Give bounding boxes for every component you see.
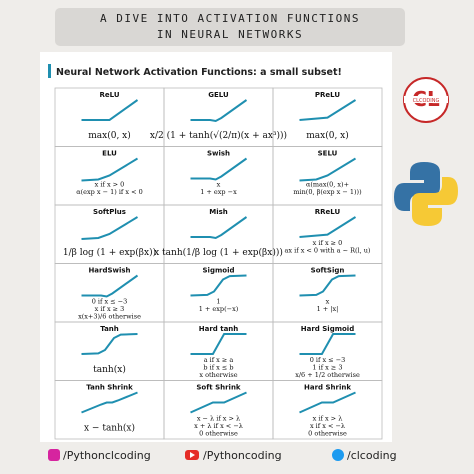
formula: tanh(x) xyxy=(93,364,126,375)
formula: x/2 (1 + tanh(√(2/π)(x + ax³))) xyxy=(150,130,287,141)
formula: max(0, x) xyxy=(306,130,349,141)
function-name: Tanh Shrink xyxy=(86,384,133,392)
title-banner xyxy=(55,8,405,46)
footer-icons xyxy=(48,449,344,461)
curve xyxy=(299,99,357,121)
formula: 0 if x ≤ −3 xyxy=(92,298,128,306)
formula: min(0, β(exp x − 1))) xyxy=(293,188,362,196)
formula: x/6 + 1/2 otherwise xyxy=(295,371,360,379)
formula: 1 + exp −x xyxy=(200,188,237,196)
curve xyxy=(81,391,138,414)
function-name: Soft Shrink xyxy=(196,384,241,392)
formula: b if x ≤ b xyxy=(203,364,233,372)
function-name: RReLU xyxy=(315,208,341,216)
function-name: Tanh xyxy=(100,325,119,333)
formula: x tanh(1/β log (1 + exp(βx))) xyxy=(154,247,283,258)
function-name: SELU xyxy=(318,150,338,158)
formula: α(max(0, x)+ xyxy=(306,181,349,189)
formula: 0 otherwise xyxy=(199,430,238,438)
accent xyxy=(48,64,51,78)
curve xyxy=(299,274,356,297)
formula: ax if x < 0 with a ~ R(l, u) xyxy=(285,247,371,255)
title: A DIVE INTO ACTIVATION FUNCTIONS xyxy=(100,12,360,25)
formula: x if x > λ xyxy=(313,415,343,423)
python-logo xyxy=(394,162,458,226)
subtitle: Neural Network Activation Functions: a s… xyxy=(56,67,342,78)
formula: x if x > 0 xyxy=(95,181,125,189)
formula: x − λ if x > λ xyxy=(197,415,240,423)
logo-caption: CLCODING xyxy=(413,98,440,104)
formula: 1/β log (1 + exp(βx)) xyxy=(63,247,156,258)
curve xyxy=(299,391,356,414)
footer-handle: /Pythonclcoding xyxy=(63,449,151,462)
formula: 1 + exp(−x) xyxy=(199,305,239,313)
function-name: Swish xyxy=(207,150,230,158)
formula: a if x ≥ a xyxy=(204,356,234,364)
function-name: Sigmoid xyxy=(203,267,235,275)
curve xyxy=(190,274,247,297)
function-name: Hard Shrink xyxy=(304,384,351,392)
formula: 1 if x ≥ 3 xyxy=(312,364,342,372)
formula: x − tanh(x) xyxy=(84,423,135,434)
formula: 1 xyxy=(216,298,220,306)
card xyxy=(40,52,392,442)
title: IN NEURAL NETWORKS xyxy=(157,28,303,41)
curve xyxy=(81,333,138,355)
formula: x if x ≥ 3 xyxy=(95,305,125,313)
curve xyxy=(81,216,139,240)
function-name: Hard Sigmoid xyxy=(301,325,354,333)
footer-handle: /clcoding xyxy=(347,449,397,462)
curve xyxy=(190,333,247,355)
cell xyxy=(272,380,383,440)
curve xyxy=(190,99,248,123)
curve xyxy=(81,99,139,121)
logo-band xyxy=(404,96,448,103)
function-name: ELU xyxy=(102,150,117,158)
formula: x xyxy=(217,181,221,189)
formula: x otherwise xyxy=(199,371,237,379)
curve xyxy=(190,216,248,240)
function-name: SoftPlus xyxy=(93,208,126,216)
formula: x(x+3)/6 otherwise xyxy=(78,313,141,321)
function-name: GELU xyxy=(208,91,229,99)
formula: 0 if x ≤ −3 xyxy=(310,356,346,364)
curve xyxy=(299,157,357,182)
formula: 0 otherwise xyxy=(308,430,347,438)
formula: 1 + |x| xyxy=(317,305,339,313)
curve xyxy=(299,216,357,238)
function-name: Hard tanh xyxy=(199,325,239,333)
curve xyxy=(190,391,247,414)
curve xyxy=(81,274,139,298)
formula: max(0, x) xyxy=(88,130,131,141)
formula: x + λ if x < −λ xyxy=(194,422,243,430)
function-name: PReLU xyxy=(315,91,340,99)
footer-handle: /Pythoncoding xyxy=(203,449,282,462)
curve xyxy=(81,157,139,182)
function-name: SoftSign xyxy=(311,267,345,275)
curve xyxy=(299,333,356,355)
formula: α(exp x − 1) if x < 0 xyxy=(76,188,143,196)
formula: x xyxy=(326,298,330,306)
function-name: Mish xyxy=(209,208,228,216)
function-name: HardSwish xyxy=(88,267,130,275)
function-name: ReLU xyxy=(99,91,119,99)
formula: x if x < −λ xyxy=(310,422,345,430)
formula: x if x ≥ 0 xyxy=(313,239,343,247)
curve xyxy=(190,157,248,181)
